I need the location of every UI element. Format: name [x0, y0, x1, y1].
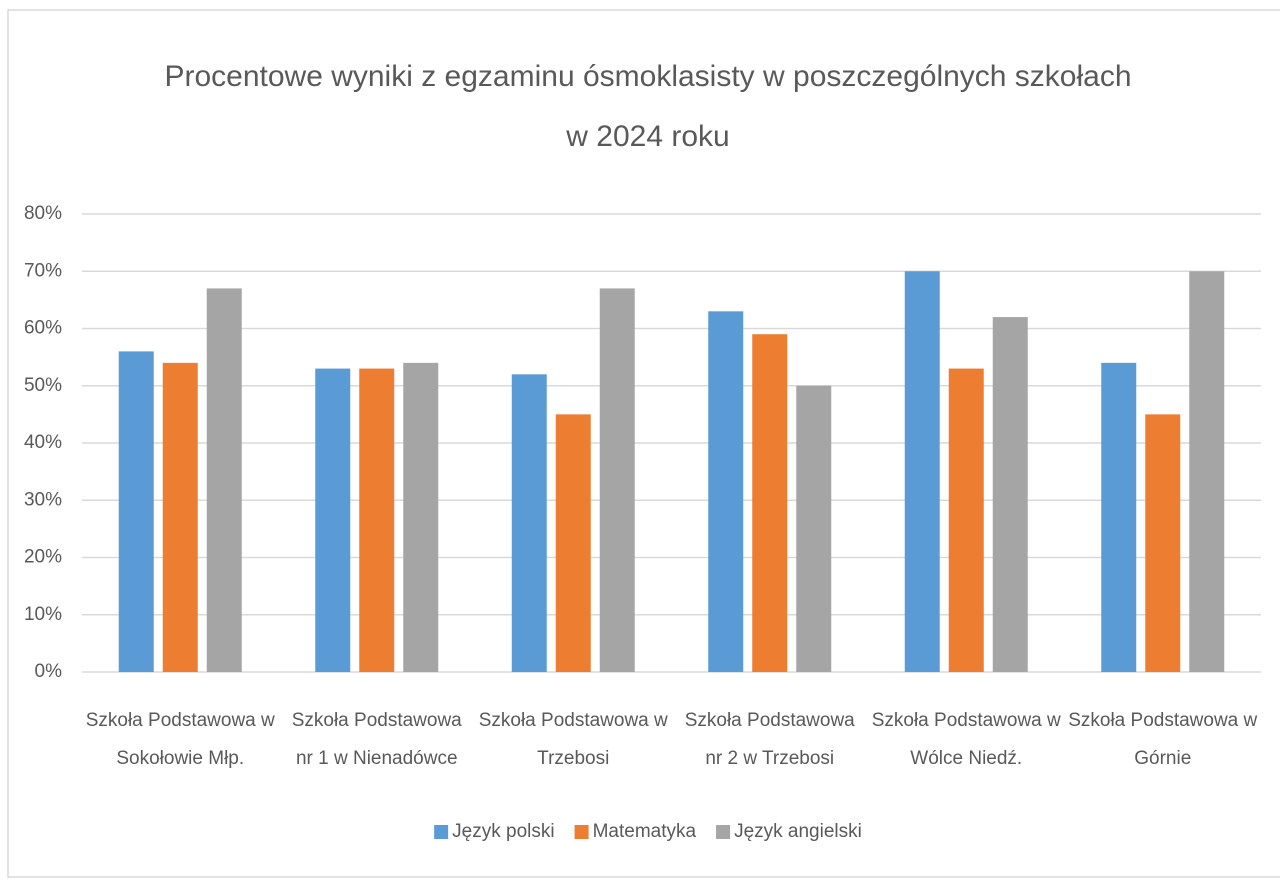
- x-tick-label: Szkoła Podstawowa w: [872, 710, 1061, 731]
- y-tick-label: 50%: [24, 375, 62, 396]
- bar: [1145, 414, 1181, 672]
- chart-title: Procentowe wyniki z egzaminu ósmoklasist…: [164, 60, 1131, 93]
- chart-title: w 2024 roku: [565, 120, 729, 153]
- y-tick-label: 0%: [35, 661, 63, 682]
- bar: [948, 368, 984, 672]
- bar: [599, 288, 635, 672]
- x-tick-label: nr 1 w Nienadówce: [296, 748, 458, 769]
- legend-label: Język polski: [452, 821, 554, 842]
- y-tick-label: 80%: [24, 203, 62, 224]
- bar: [315, 368, 351, 672]
- x-tick-label: Szkoła Podstawowa w: [479, 710, 668, 731]
- y-tick-label: 30%: [24, 489, 62, 510]
- legend-swatch: [574, 825, 589, 839]
- x-tick-label: Szkoła Podstawowa: [292, 710, 462, 731]
- x-tick-label: Szkoła Podstawowa w: [86, 710, 275, 731]
- x-tick-label: Sokołowie Młp.: [116, 748, 244, 769]
- legend-swatch: [716, 825, 731, 839]
- y-tick-label: 40%: [24, 432, 62, 453]
- bar: [118, 351, 154, 672]
- legend-label: Język angielski: [734, 821, 862, 842]
- bar: [403, 362, 439, 672]
- y-tick-label: 70%: [24, 260, 62, 281]
- y-tick-label: 20%: [24, 547, 62, 568]
- y-tick-label: 10%: [24, 604, 62, 625]
- bar: [992, 317, 1028, 672]
- legend-label: Matematyka: [593, 821, 697, 842]
- bar: [359, 368, 395, 672]
- bar: [1101, 362, 1137, 672]
- bar: [904, 271, 940, 672]
- bar: [555, 414, 591, 672]
- bar: [162, 362, 198, 672]
- bar: [511, 374, 547, 672]
- x-tick-label: nr 2 w Trzebosi: [705, 748, 834, 769]
- x-tick-label: Trzebosi: [537, 748, 609, 769]
- x-tick-label: Szkoła Podstawowa w: [1068, 710, 1257, 731]
- bar: [1189, 271, 1225, 672]
- bar: [206, 288, 242, 672]
- bar: [752, 334, 788, 672]
- x-tick-label: Szkoła Podstawowa: [685, 710, 855, 731]
- bar: [708, 311, 744, 672]
- x-tick-label: Wólce Niedź.: [910, 748, 1022, 769]
- y-tick-label: 60%: [24, 318, 62, 339]
- bar: [796, 385, 832, 672]
- x-tick-label: Górnie: [1134, 748, 1191, 769]
- legend-swatch: [434, 825, 449, 839]
